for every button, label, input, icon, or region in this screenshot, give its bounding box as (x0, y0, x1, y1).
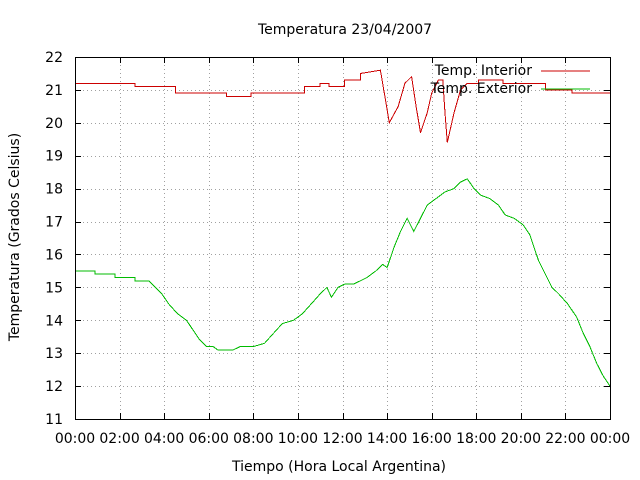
x-tick-label: 14:00 (367, 431, 407, 447)
x-axis-label: Tiempo (Hora Local Argentina) (231, 459, 446, 475)
legend: Temp. Interior Temp. Exterior (430, 63, 590, 97)
y-tick-label: 21 (45, 83, 63, 99)
y-tick-label: 13 (45, 346, 63, 362)
y-tick-label: 17 (45, 215, 63, 231)
y-tick-label: 18 (45, 182, 63, 198)
axis-ticks (75, 57, 611, 420)
chart-title: Temperatura 23/04/2007 (257, 22, 432, 38)
y-tick-label: 14 (45, 313, 63, 329)
x-tick-label: 06:00 (189, 431, 229, 447)
tick-labels: 00:00 02:00 04:00 06:00 08:00 10:00 12:00 14:00… (45, 50, 630, 447)
legend-label-interior: Temp. Interior (434, 63, 533, 79)
y-tick-label: 11 (45, 412, 63, 428)
y-tick-label: 16 (45, 247, 63, 263)
y-tick-label: 12 (45, 379, 63, 395)
x-tick-label: 00:00 (590, 431, 630, 447)
x-tick-label: 16:00 (411, 431, 451, 447)
x-tick-label: 00:00 (55, 431, 95, 447)
x-tick-label: 12:00 (322, 431, 362, 447)
legend-label-exterior: Temp. Exterior (430, 81, 533, 97)
series-line-interior (75, 69, 610, 143)
x-tick-label: 10:00 (278, 431, 318, 447)
x-tick-label: 18:00 (456, 431, 496, 447)
grid-lines (75, 57, 610, 419)
y-tick-label: 22 (45, 50, 63, 66)
y-axis-label: Temperatura (Grados Celsius) (7, 133, 23, 342)
x-tick-label: 20:00 (501, 431, 541, 447)
y-tick-label: 19 (45, 149, 63, 165)
series-line-exterior (75, 178, 610, 387)
x-tick-label: 08:00 (233, 431, 273, 447)
y-tick-label: 20 (45, 116, 63, 132)
x-tick-label: 04:00 (144, 431, 184, 447)
x-tick-label: 02:00 (99, 431, 139, 447)
x-tick-label: 22:00 (545, 431, 585, 447)
y-tick-label: 15 (45, 280, 63, 296)
series-layer (75, 69, 610, 387)
